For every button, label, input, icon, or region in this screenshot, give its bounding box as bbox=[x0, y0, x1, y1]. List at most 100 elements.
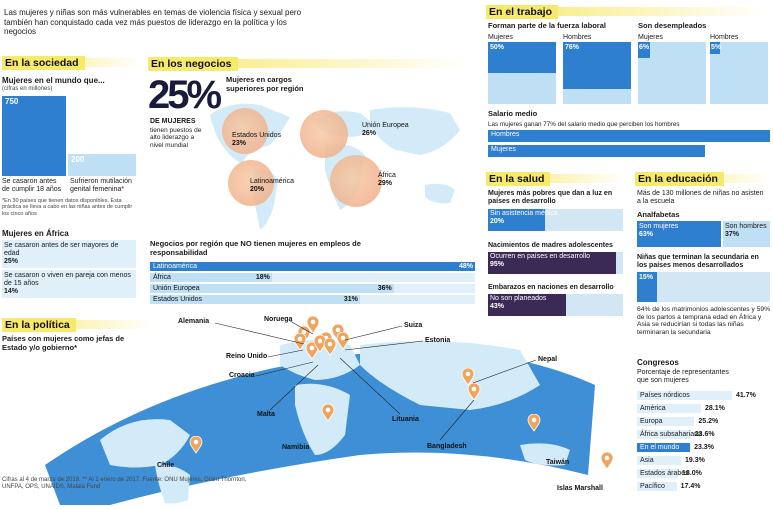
location-pin-icon bbox=[336, 332, 350, 350]
source-note: Cifras al 4 de marzo de 2018. ** Al 1 en… bbox=[2, 477, 247, 490]
bubble-latam bbox=[228, 160, 274, 206]
country-suiza: Suiza bbox=[404, 322, 423, 329]
bar2-label: Sufrieron mutilación genital femenina* bbox=[70, 178, 132, 194]
country-croacia: Croacia bbox=[229, 372, 255, 379]
anal-title: Analfabetas bbox=[637, 210, 680, 219]
anal-m-box: Son mujeres 63% bbox=[637, 221, 721, 247]
country-lituania: Lituania bbox=[392, 416, 419, 423]
country-alemania: Alemania bbox=[178, 318, 210, 325]
desempleo-title: Son desempleados bbox=[638, 21, 707, 30]
africa-box-2: Se casaron o viven en pareja con menos d… bbox=[2, 270, 136, 298]
congreso-row: Asia 19.3% bbox=[637, 456, 770, 465]
congreso-name: En el mundo bbox=[640, 444, 680, 451]
congreso-row: Estados árabes 18.0% bbox=[637, 469, 770, 478]
location-pin-icon bbox=[306, 316, 320, 334]
country-nepal: Nepal bbox=[538, 356, 558, 363]
congreso-name: América bbox=[640, 405, 666, 412]
salario-hombres-bar: Hombres bbox=[488, 130, 770, 142]
fuerza-title: Forman parte de la fuerza laboral bbox=[488, 21, 606, 30]
nomen-row: Latinoamérica 48% bbox=[150, 262, 475, 271]
fuerza-h-value: 76% bbox=[565, 44, 580, 51]
sec-fill bbox=[637, 272, 657, 302]
edu-intro: Más de 130 millones de niñas no asisten … bbox=[637, 190, 764, 206]
region-latam: Latinoamérica 20% bbox=[250, 178, 294, 194]
africa1-value: 25% bbox=[4, 258, 19, 266]
country-reino-unido: Reino Unido bbox=[226, 353, 268, 360]
bubble-eu bbox=[300, 110, 348, 158]
congreso-value: 25.2% bbox=[698, 418, 719, 425]
anal-m-label: Son mujeres bbox=[639, 223, 679, 230]
salud-bar2-fill bbox=[488, 252, 617, 274]
salario-sub: Las mujeres ganan 77% del salario medio … bbox=[488, 121, 680, 128]
congreso-fill bbox=[637, 443, 691, 452]
nomen-name: Latinoamérica bbox=[153, 263, 197, 270]
des-m-fill bbox=[638, 42, 650, 58]
nomen-row: Estados Unidos 31% bbox=[150, 295, 475, 304]
nomen-fill bbox=[150, 295, 360, 304]
sec-title: Niñas que terminan la secundaria en los … bbox=[637, 254, 759, 270]
sociedad-subtitle: (cifras en millones) bbox=[2, 86, 53, 92]
anal-m-value: 63% bbox=[639, 231, 654, 239]
big-desc: tienen puestos de alto liderazgo a nivel… bbox=[150, 127, 202, 149]
bar1-label: Se casaron antes de cumplir 18 años bbox=[2, 178, 62, 194]
congreso-value: 41.7% bbox=[736, 392, 756, 399]
congreso-name: Pacífico bbox=[640, 483, 665, 490]
big-percent: 25% bbox=[148, 73, 222, 117]
sociedad-title: Mujeres en el mundo que... bbox=[2, 76, 105, 85]
congreso-row: África subsahariana 23.6% bbox=[637, 430, 770, 439]
nomen-row: África 18% bbox=[150, 273, 475, 282]
congreso-name: África subsahariana bbox=[640, 431, 702, 438]
des-m-value: 6% bbox=[639, 44, 650, 51]
fuerza-m-label: Mujeres bbox=[488, 34, 513, 41]
country-noruega: Noruega bbox=[264, 316, 293, 323]
politica-header: En la política bbox=[2, 318, 76, 333]
salud-t2: Nacimientos de madres adolescentes bbox=[488, 242, 613, 249]
congreso-name: Europa bbox=[640, 418, 663, 425]
congreso-value: 18.0% bbox=[682, 470, 702, 477]
nomen-fill bbox=[150, 273, 272, 282]
nomen-value: 36% bbox=[377, 285, 392, 292]
congreso-fill bbox=[637, 456, 681, 465]
sal-m-label: Mujeres bbox=[491, 146, 516, 153]
congresos-subtitle: Porcentaje de representantes que son muj… bbox=[637, 369, 729, 385]
congreso-fill bbox=[637, 469, 678, 478]
africa-box-1: Se casaron antes de ser mayores de edad … bbox=[2, 240, 136, 268]
congreso-fill bbox=[637, 430, 691, 439]
nomen-fill bbox=[150, 262, 475, 271]
congreso-name: Estados árabes bbox=[640, 470, 689, 477]
country-estonia: Estonia bbox=[425, 337, 451, 344]
map-title: Mujeres en cargos superiores por región bbox=[226, 75, 304, 93]
des-h-fill bbox=[710, 42, 720, 55]
bar2-value: 200 bbox=[71, 155, 85, 164]
sociedad-header: En la sociedad bbox=[2, 56, 85, 71]
fuerza-h-label: Hombres bbox=[563, 34, 592, 41]
politica-title: Países con mujeres como jefas de Estado … bbox=[2, 334, 125, 352]
congreso-fill bbox=[637, 417, 695, 426]
location-pin-icon bbox=[467, 383, 481, 401]
salario-mujeres-bar: Mujeres bbox=[488, 145, 706, 157]
country-bangladesh: Bangladesh bbox=[427, 443, 467, 450]
congreso-value: 17.4% bbox=[680, 483, 701, 490]
sec-bg bbox=[637, 272, 770, 302]
salud-t1: Mujeres más pobres que dan a luz en país… bbox=[488, 190, 613, 206]
sociedad-footnote: *En 30 países que tienen datos disponibl… bbox=[2, 198, 133, 217]
politics-world-map bbox=[45, 340, 595, 505]
location-pin-icon bbox=[305, 342, 319, 360]
fuerza-m-value: 50% bbox=[490, 44, 505, 51]
africa1-label: Se casaron antes de ser mayores de edad bbox=[4, 242, 119, 258]
bubble-africa bbox=[330, 155, 382, 207]
educacion-header: En la educación bbox=[635, 172, 724, 187]
sec-value: 15% bbox=[639, 274, 654, 281]
nomen-name: Estados Unidos bbox=[153, 296, 203, 303]
salud-b3: No son planeados 43% bbox=[490, 295, 547, 311]
location-pin-icon bbox=[323, 338, 337, 356]
africa2-value: 14% bbox=[4, 288, 19, 296]
nomen-value: 31% bbox=[343, 296, 358, 303]
region-usa: Estados Unidos 23% bbox=[232, 132, 282, 148]
bar-fgm bbox=[68, 154, 136, 176]
nomen-name: Unión Europea bbox=[153, 285, 200, 292]
salud-header: En la salud bbox=[486, 172, 551, 187]
salud-bar3-fill bbox=[488, 294, 567, 316]
bubble-usa bbox=[222, 108, 268, 154]
bar1-value: 750 bbox=[5, 97, 19, 106]
